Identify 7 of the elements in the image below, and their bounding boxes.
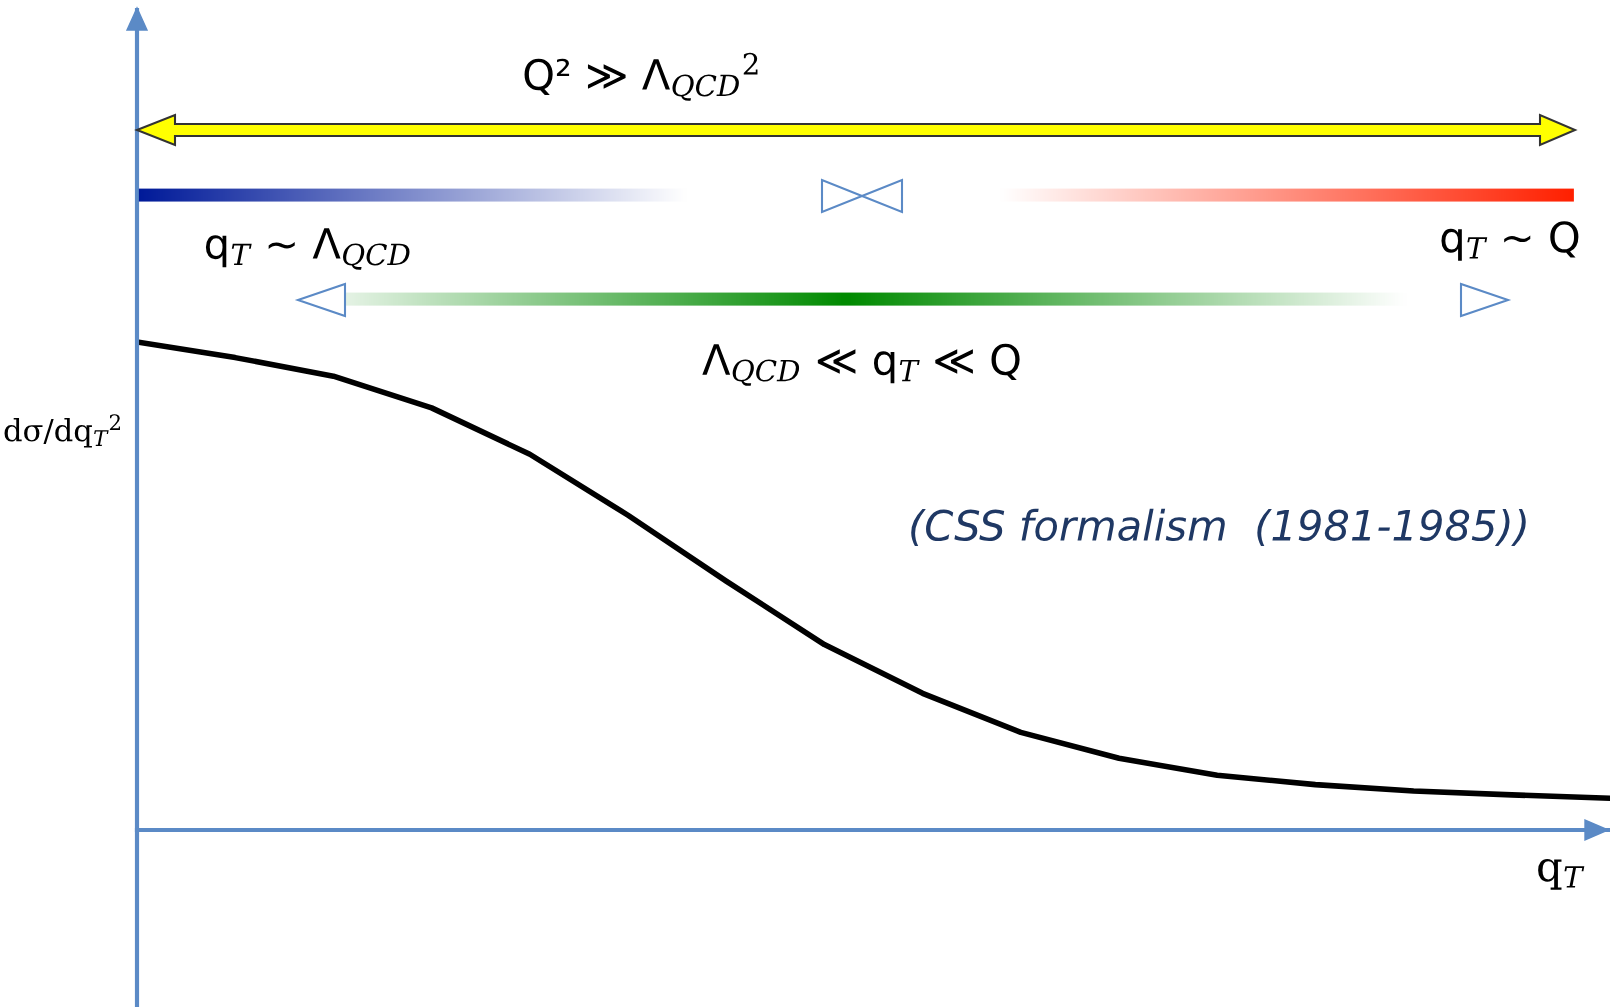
annotation: (CSS formalism (1981-1985)) xyxy=(911,508,1526,546)
text: q$_{T}$ ∼ Q xyxy=(1441,221,1579,261)
annotation: Λ$_{QCD}$ ≪ q$_{T}$ ≪ Q xyxy=(702,343,1020,386)
text: Q² ≫ Λ$_{QCD}$$^{2}$ xyxy=(524,52,758,101)
y-axis-title: dσ/dq$_{T}$$^{2}$ xyxy=(4,414,120,448)
x-axis-title: q$_{T}$ xyxy=(1538,858,1585,890)
text: q$_{T}$ ∼ Λ$_{QCD}$ xyxy=(205,228,410,270)
